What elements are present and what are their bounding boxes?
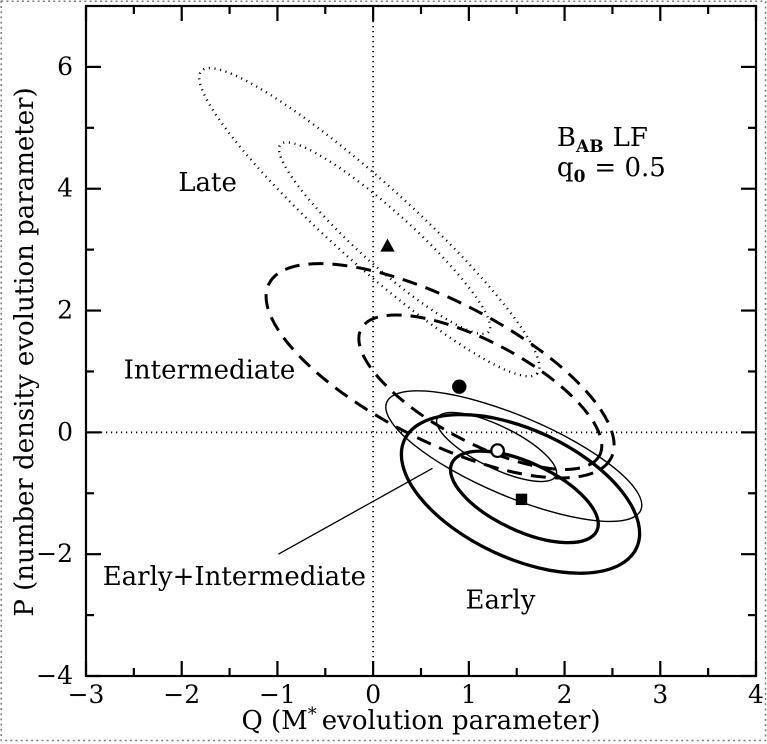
- x-tick-label--1: −1: [259, 680, 296, 709]
- band-label: BAB LF: [557, 123, 648, 157]
- early-intermediate-contour-outer: [385, 390, 643, 523]
- y-tick-label--4: −4: [36, 661, 73, 690]
- y-tick-labels: −4 −2 0 2 4 6: [36, 52, 73, 690]
- x-tick-label--2: −2: [163, 680, 200, 709]
- intermediate-label: Intermediate: [124, 356, 296, 386]
- marker-filled-circle: [452, 379, 467, 394]
- reference-lines: [86, 6, 756, 676]
- y-tick-label--2: −2: [36, 539, 73, 568]
- intermediate-contour-outer: [264, 262, 616, 480]
- y-tick-label-6: 6: [57, 52, 73, 81]
- marker-open-circle: [490, 443, 505, 459]
- late-contour-outer: [198, 66, 541, 378]
- series-intermediate: [264, 262, 616, 480]
- q0-label: q0 = 0.5: [557, 153, 666, 187]
- early-contour-inner: [448, 449, 600, 545]
- y-axis-title: P (number density evolution parameter): [10, 87, 40, 616]
- marker-filled-triangle: [380, 238, 395, 252]
- intermediate-contour-inner: [357, 313, 604, 471]
- x-tick-label-1: 1: [461, 680, 477, 709]
- x-tick-labels: −3 −2 −1 0 1 2 3 4: [68, 680, 764, 709]
- x-tick-label-0: 0: [365, 680, 381, 709]
- x-tick-label--3: −3: [68, 680, 105, 709]
- x-tick-label-2: 2: [557, 680, 573, 709]
- late-contour-inner: [277, 141, 492, 336]
- x-axis-title: Q (M* evolution parameter): [241, 704, 600, 736]
- x-tick-label-3: 3: [652, 680, 668, 709]
- best-fit-markers: [380, 238, 528, 506]
- y-tick-label-0: 0: [57, 417, 73, 446]
- x-tick-label-4: 4: [748, 680, 764, 709]
- early-intermediate-callout-line: [278, 467, 433, 555]
- late-label: Late: [178, 168, 237, 198]
- marker-filled-square: [515, 493, 528, 506]
- early-contour-outer: [399, 412, 642, 575]
- early-intermediate-label: Early+Intermediate: [103, 562, 366, 592]
- series-early: [399, 412, 642, 575]
- y-tick-label-4: 4: [57, 174, 73, 203]
- axis-ticks: [84, 6, 758, 678]
- y-tick-label-2: 2: [57, 296, 73, 325]
- early-label: Early: [465, 585, 535, 615]
